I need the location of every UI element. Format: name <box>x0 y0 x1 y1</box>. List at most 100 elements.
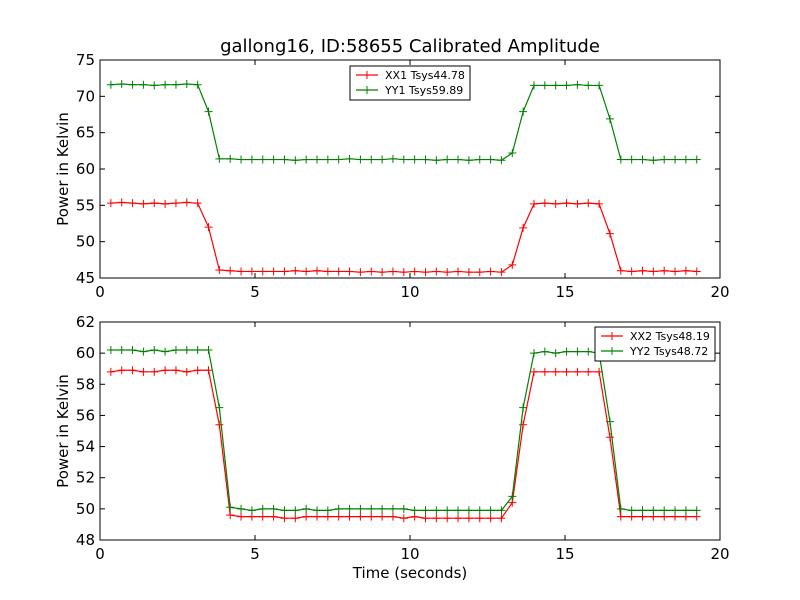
data-point <box>150 199 159 208</box>
data-point <box>367 155 376 164</box>
data-point <box>432 156 441 165</box>
data-point <box>161 80 170 89</box>
data-point <box>378 268 387 277</box>
data-point <box>486 267 495 276</box>
x-axis-label: Time (seconds) <box>352 564 468 582</box>
data-point <box>497 514 506 523</box>
data-point <box>226 503 235 512</box>
data-point <box>139 199 148 208</box>
data-point <box>410 506 419 515</box>
data-point <box>345 504 354 513</box>
data-point <box>237 155 246 164</box>
data-point <box>247 506 256 515</box>
data-point <box>345 512 354 521</box>
data-point <box>681 155 690 164</box>
data-point <box>139 347 148 356</box>
data-point <box>660 506 669 515</box>
data-point <box>193 199 202 208</box>
data-point <box>291 266 300 275</box>
legend-box <box>594 326 716 362</box>
legend-marker <box>608 347 616 355</box>
data-point <box>605 114 614 123</box>
data-point <box>562 347 571 356</box>
data-point <box>367 512 376 521</box>
data-point <box>475 506 484 515</box>
legend-box <box>349 65 471 101</box>
data-point <box>367 267 376 276</box>
data-point <box>334 512 343 521</box>
data-point <box>443 155 452 164</box>
data-point <box>692 267 701 276</box>
data-point <box>269 267 278 276</box>
data-point <box>562 367 571 376</box>
data-point <box>530 81 538 90</box>
y-tick-label: 50 <box>76 500 95 518</box>
y-tick-label: 75 <box>76 51 95 69</box>
chart-title: gallong16, ID:58655 Calibrated Amplitude <box>220 36 600 57</box>
data-point <box>399 268 408 277</box>
data-point <box>421 514 430 523</box>
data-point <box>334 504 343 513</box>
data-point <box>291 506 300 515</box>
y-axis-label: Power in Kelvin <box>54 112 72 226</box>
data-point <box>497 156 506 165</box>
legend-marker <box>608 332 616 340</box>
x-tick-label: 0 <box>95 283 105 301</box>
data-point <box>117 346 126 355</box>
data-point <box>302 267 311 276</box>
data-point <box>660 155 669 164</box>
data-point <box>171 366 180 375</box>
data-point <box>356 512 365 521</box>
data-point <box>399 504 408 513</box>
data-point <box>323 506 332 515</box>
data-point <box>605 433 614 442</box>
x-tick-label: 5 <box>250 545 260 563</box>
data-point <box>193 80 202 89</box>
data-point <box>410 155 419 164</box>
y-tick-label: 52 <box>76 469 95 487</box>
data-point <box>540 347 549 356</box>
data-point <box>128 80 137 89</box>
data-point <box>475 514 484 523</box>
data-point <box>204 346 213 355</box>
data-point <box>595 81 604 90</box>
data-point <box>638 266 647 275</box>
y-tick-label: 50 <box>76 233 95 251</box>
data-point <box>421 506 430 515</box>
data-point <box>356 504 365 513</box>
y-axis-label: Power in Kelvin <box>54 374 72 488</box>
data-point <box>247 267 256 276</box>
data-point <box>171 199 180 208</box>
data-point <box>161 199 170 208</box>
data-point <box>540 367 549 376</box>
y-tick-label: 70 <box>76 87 95 105</box>
x-tick-label: 10 <box>400 283 419 301</box>
data-point <box>378 155 387 164</box>
data-point <box>421 268 430 277</box>
data-point <box>454 514 463 523</box>
data-point <box>388 504 397 513</box>
data-point <box>540 81 549 90</box>
data-point <box>508 149 517 158</box>
data-point <box>486 514 495 523</box>
data-point <box>193 346 202 355</box>
data-point <box>204 223 213 232</box>
data-point <box>649 156 658 165</box>
data-point <box>475 268 484 277</box>
data-point <box>388 154 397 163</box>
data-point <box>345 154 354 163</box>
data-point <box>182 79 191 88</box>
y-tick-label: 45 <box>76 269 95 287</box>
data-point <box>562 199 571 208</box>
data-point <box>334 267 343 276</box>
data-point <box>649 506 658 515</box>
data-point <box>671 267 680 276</box>
data-point <box>356 155 365 164</box>
data-point <box>258 512 267 521</box>
data-point <box>551 367 560 376</box>
data-point <box>215 266 224 275</box>
data-point <box>139 367 148 376</box>
data-point <box>106 80 115 89</box>
data-point <box>649 267 658 276</box>
